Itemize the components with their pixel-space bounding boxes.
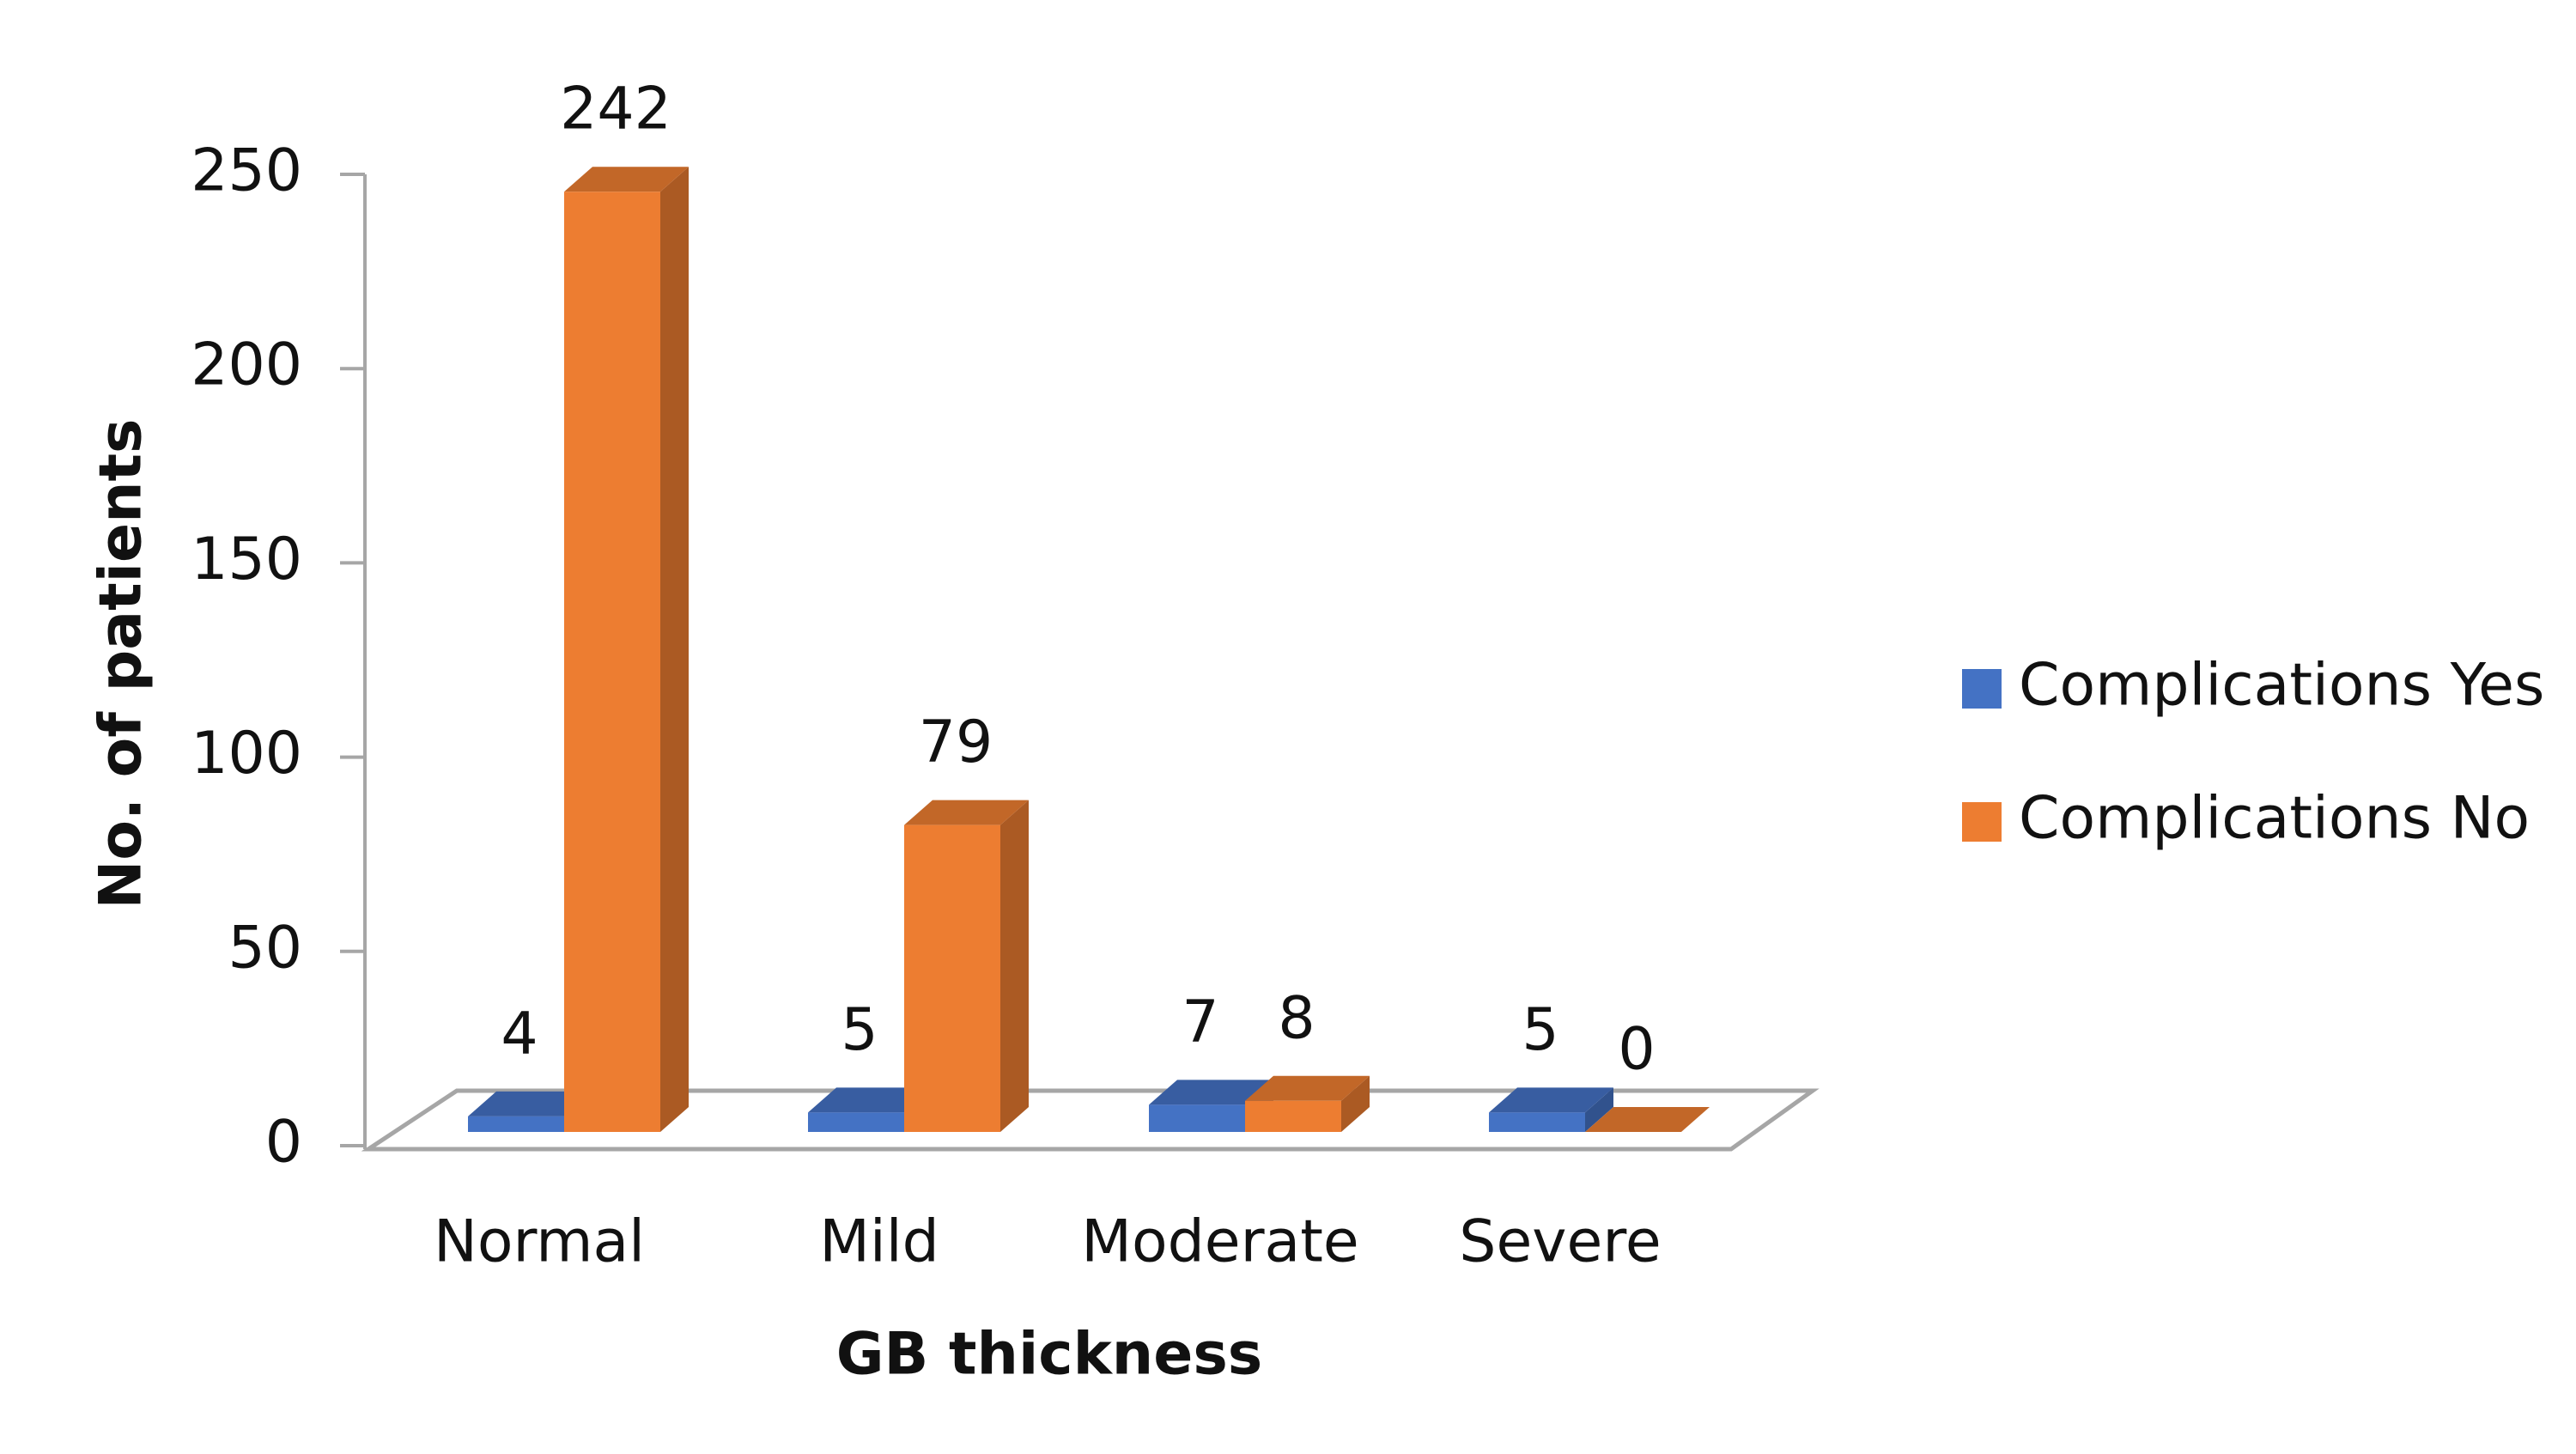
data-label: 242 [560, 76, 671, 143]
x-tick-label: Moderate [1081, 1208, 1358, 1276]
bar [1245, 1075, 1370, 1132]
y-tick-label: 50 [228, 914, 302, 982]
bar-face [468, 1116, 564, 1132]
floor [361, 1088, 1820, 1152]
y-axis-title: No. of patients [88, 419, 155, 910]
data-label: 0 [1618, 1016, 1655, 1084]
x-axis-title: GB thickness [836, 1321, 1263, 1389]
bar-face [1149, 1104, 1245, 1132]
bar-face [1000, 800, 1029, 1132]
x-tick-label: Mild [819, 1208, 939, 1276]
bar [564, 167, 689, 1132]
data-label: 8 [1278, 984, 1315, 1052]
bar-face [1585, 1107, 1710, 1132]
bar-face [1245, 1075, 1370, 1101]
data-label: 7 [1182, 989, 1218, 1056]
y-tick-label: 200 [191, 332, 302, 399]
bar-face [1489, 1087, 1613, 1113]
y-tick-label: 100 [191, 720, 302, 788]
bar-face [904, 800, 1029, 825]
bar-face [660, 167, 689, 1132]
bar-face [1585, 1087, 1613, 1132]
legend-label: Complications No [2019, 785, 2530, 853]
data-label: 4 [501, 1000, 538, 1068]
bar-face [904, 824, 1000, 1132]
x-tick-label: Severe [1459, 1208, 1661, 1276]
legend-swatch [1962, 669, 2002, 709]
bar [904, 800, 1029, 1132]
y-tick-label: 250 [191, 137, 302, 205]
y-tick-label: 0 [265, 1109, 302, 1177]
legend-label: Complications Yes [2019, 652, 2544, 720]
bar-face [1149, 1080, 1273, 1105]
bar-face [564, 167, 689, 192]
bar-face [1489, 1112, 1585, 1132]
bar-face [1341, 1075, 1370, 1132]
data-label: 5 [841, 996, 878, 1064]
bar-face [1245, 1100, 1341, 1132]
bar [1489, 1087, 1613, 1132]
y-tick-label: 150 [191, 526, 302, 593]
data-label: 5 [1522, 996, 1558, 1064]
x-tick-label: Normal [434, 1208, 645, 1276]
bar-face [808, 1112, 904, 1132]
legend-swatch [1962, 802, 2002, 842]
bar-face [564, 192, 660, 1132]
bar-face [808, 1087, 933, 1113]
data-label: 79 [919, 709, 993, 776]
bar [1585, 1107, 1710, 1132]
bar-face [468, 1091, 592, 1116]
